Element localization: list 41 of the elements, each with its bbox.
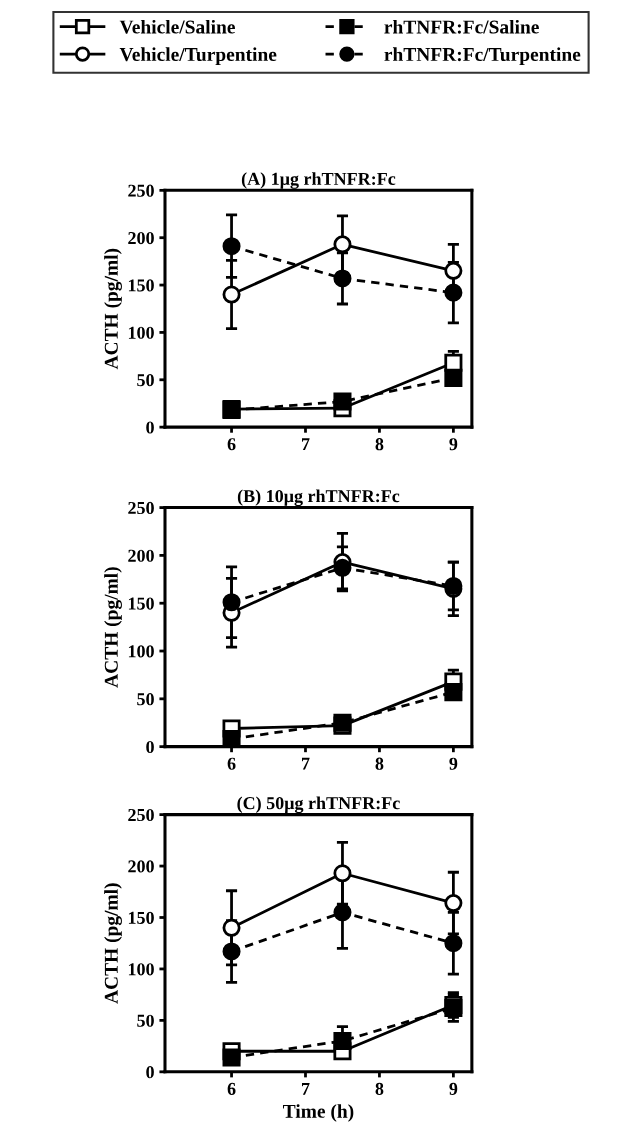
x-tick-label: 6: [227, 438, 236, 451]
legend-label: Vehicle/Turpentine: [119, 47, 277, 65]
y-tick-label: 50: [137, 374, 154, 387]
y-tick-label: 50: [137, 1014, 154, 1027]
y-tick-label: 100: [128, 645, 154, 658]
x-tick-label: 8: [375, 757, 384, 770]
y-tick-label: 150: [128, 279, 154, 292]
y-tick-label: 100: [128, 963, 154, 976]
x-tick-label: 7: [302, 757, 310, 770]
y-axis-title: ACTH (pg/ml): [104, 883, 122, 1004]
y-tick-label: 150: [128, 597, 154, 610]
y-tick-label: 250: [128, 808, 154, 822]
x-axis-title: Time (h): [282, 1104, 354, 1122]
chart-title: (A) 1μg rhTNFR:Fc: [241, 172, 396, 189]
x-tick-label: 9: [449, 1082, 458, 1095]
y-tick-label: 250: [128, 501, 154, 515]
y-axis-title: ACTH (pg/ml): [104, 248, 122, 370]
y-tick-label: 0: [146, 421, 154, 434]
x-tick-label: 7: [302, 1082, 310, 1095]
y-tick-label: 0: [146, 740, 154, 754]
y-tick-label: 200: [128, 231, 154, 245]
x-tick-label: 8: [375, 1082, 384, 1095]
chart-title: (C) 50μg rhTNFR:Fc: [237, 796, 400, 814]
y-tick-label: 250: [128, 184, 154, 197]
x-tick-label: 7: [302, 438, 310, 451]
x-tick-label: 9: [449, 438, 458, 451]
y-tick-label: 200: [128, 860, 154, 873]
y-tick-label: 0: [146, 1066, 154, 1079]
x-tick-label: 6: [227, 757, 236, 770]
x-tick-label: 8: [375, 438, 384, 451]
legend-label: rhTNFR:Fc/Turpentine: [384, 47, 581, 65]
y-axis-title: ACTH (pg/ml): [104, 567, 122, 688]
x-tick-label: 6: [227, 1082, 236, 1095]
legend-label: rhTNFR:Fc/Saline: [384, 19, 539, 34]
chart-title: (B) 10μg rhTNFR:Fc: [237, 489, 400, 507]
legend-label: Vehicle/Saline: [119, 19, 235, 34]
y-tick-label: 50: [137, 693, 154, 706]
y-tick-label: 100: [128, 326, 154, 339]
x-tick-label: 9: [449, 757, 458, 770]
y-tick-label: 200: [128, 549, 154, 562]
y-tick-label: 150: [128, 911, 154, 924]
